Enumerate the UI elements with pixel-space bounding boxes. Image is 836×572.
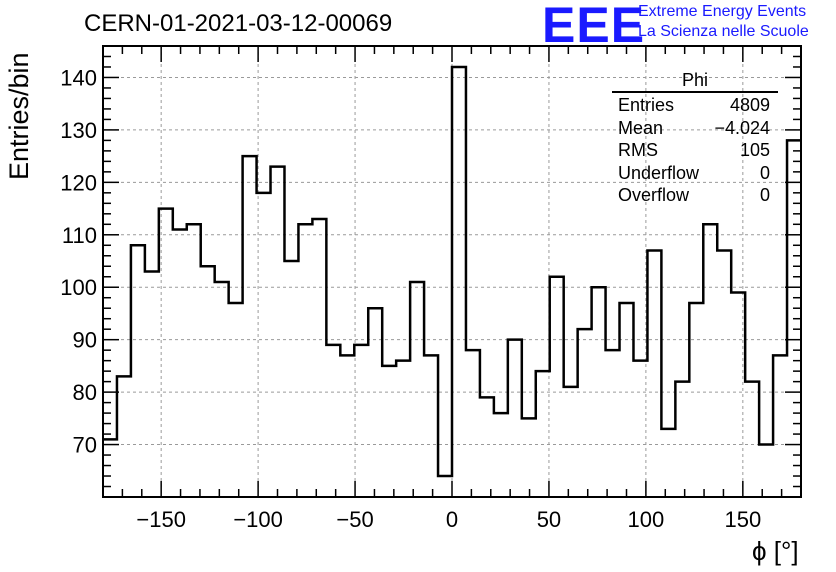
histogram-bin	[661, 429, 675, 497]
histogram-bin	[633, 361, 647, 497]
x-tick-label: 100	[628, 507, 665, 532]
x-tick-label: −50	[336, 507, 373, 532]
histogram-bin	[215, 282, 229, 497]
stats-title: Phi	[612, 70, 778, 93]
y-tick-label: 80	[73, 380, 97, 405]
y-tick-label: 100	[60, 275, 97, 300]
stats-value: −4.024	[714, 117, 770, 138]
histogram-bin	[424, 355, 438, 497]
histogram-series	[103, 65, 801, 478]
histogram-bin	[340, 355, 354, 497]
y-tick-label: 140	[60, 65, 97, 90]
histogram-bin	[675, 382, 689, 497]
logo-caption: Extreme Energy Events La Scienza nelle S…	[638, 2, 809, 42]
histogram-bin	[201, 266, 215, 497]
chart-title: CERN-01-2021-03-12-00069	[84, 10, 393, 37]
histogram-bin	[173, 230, 187, 497]
histogram-bin	[410, 282, 424, 497]
histogram-bin	[703, 224, 717, 497]
histogram-bin	[620, 303, 634, 497]
histogram-bin	[647, 251, 661, 497]
histogram-bin	[312, 219, 326, 497]
x-tick-label: −150	[136, 507, 186, 532]
histogram-bin	[257, 193, 271, 497]
histogram-bin	[578, 329, 592, 497]
logo-caption-line2: La Scienza nelle Scuole	[638, 23, 809, 40]
stats-row-mean: Mean −4.024	[612, 117, 778, 140]
stats-value: 0	[759, 185, 770, 205]
stats-row-rms: RMS 105	[612, 139, 778, 162]
histogram-bin	[606, 350, 620, 497]
histogram-bin	[284, 261, 298, 497]
histogram-bin	[145, 272, 159, 498]
histogram-bin	[745, 382, 759, 497]
histogram-bin	[229, 303, 243, 497]
y-axis-label: Entries/bin	[4, 52, 34, 180]
stats-label: Mean	[618, 117, 664, 138]
histogram-bin	[396, 361, 410, 497]
y-tick-label: 70	[73, 433, 97, 458]
histogram-bin	[494, 413, 508, 497]
x-tick-label: 0	[446, 507, 458, 532]
histogram-bin	[564, 387, 578, 497]
histogram-bin	[522, 418, 536, 497]
stats-label: RMS	[618, 140, 658, 160]
histogram-bin	[536, 371, 550, 497]
x-tick-label: −100	[233, 507, 283, 532]
x-tick-label: 50	[537, 507, 561, 532]
histogram-bin	[550, 277, 564, 497]
histogram-bin	[298, 224, 312, 497]
stats-label: Entries	[618, 95, 675, 115]
stats-box: Phi Entries 4809 Mean −4.024 RMS 105 Und…	[612, 70, 778, 207]
stats-value: 0	[759, 162, 770, 183]
histogram-bin	[592, 287, 606, 497]
histogram-bin	[187, 224, 201, 497]
x-axis-label: ϕ [°]	[752, 536, 799, 566]
stats-row-entries: Entries 4809	[612, 94, 778, 117]
stats-label: Overflow	[618, 185, 690, 205]
logo-caption-line1: Extreme Energy Events	[638, 3, 807, 20]
histogram-bin	[759, 445, 773, 497]
histogram-bin	[731, 292, 745, 497]
y-tick-label: 90	[73, 328, 97, 353]
histogram-bin	[271, 167, 285, 497]
y-tick-label: 120	[60, 170, 97, 195]
histogram-bin	[131, 245, 145, 497]
tick-labels: −150 −100 −50 0 50 100 150 70 80 90 100 110 120 130 14…	[60, 65, 761, 532]
histogram-bin	[452, 67, 466, 497]
histogram-bin	[354, 345, 368, 497]
eee-logo: EEE	[542, 0, 646, 53]
stats-row-overflow: Overflow 0	[612, 184, 778, 207]
histogram-bin	[480, 397, 494, 497]
histogram-bin	[787, 140, 801, 497]
stats-value: 4809	[729, 95, 770, 115]
stats-label: Underflow	[618, 162, 700, 183]
histogram-bin	[438, 476, 452, 497]
histogram-bin	[326, 345, 340, 497]
histogram-bin	[773, 355, 787, 497]
histogram-bin	[466, 350, 480, 497]
y-tick-label: 130	[60, 118, 97, 143]
histogram-bin	[717, 251, 731, 497]
x-tick-label: 150	[724, 507, 761, 532]
histogram-bin	[689, 303, 703, 497]
y-tick-label: 110	[62, 223, 97, 248]
stats-value: 105	[739, 140, 770, 160]
stats-row-underflow: Underflow 0	[612, 162, 778, 185]
histogram-bin	[243, 156, 257, 497]
histogram-bin	[117, 376, 131, 497]
histogram-bin	[508, 340, 522, 497]
histogram-bin	[368, 308, 382, 497]
histogram-bin	[382, 366, 396, 497]
histogram-bin	[159, 209, 173, 497]
histogram-bin	[103, 439, 117, 497]
axis-ticks	[102, 45, 802, 497]
